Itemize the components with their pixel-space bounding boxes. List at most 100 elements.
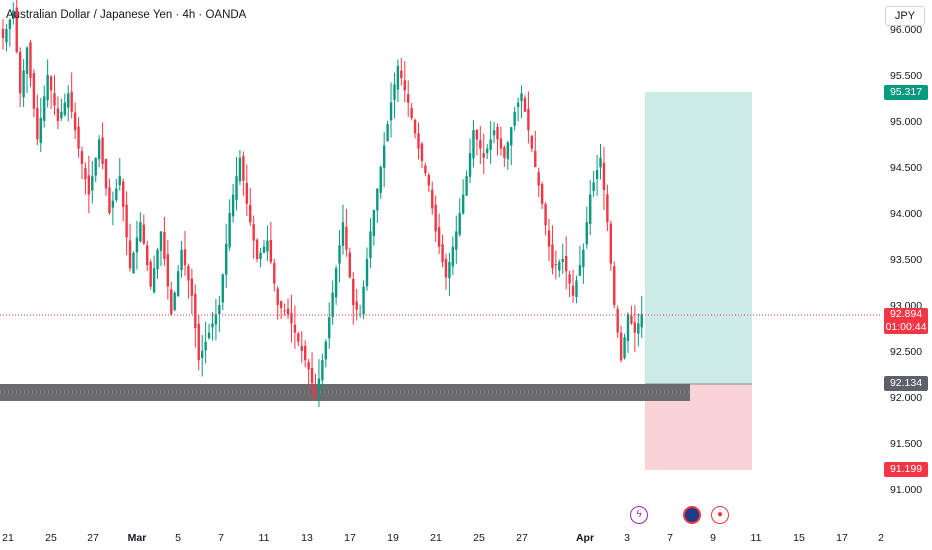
candle-body — [77, 126, 80, 149]
candle-body — [451, 246, 455, 267]
currency-selector[interactable]: JPY — [885, 6, 925, 26]
candle-body — [266, 240, 269, 252]
time-axis[interactable]: 21 25 27 Mar 5 7 11 13 17 19 21 25 27 Apr 3 7 9 11 15 17 2 — [2, 532, 884, 544]
candle-body — [211, 323, 214, 328]
candle-body — [537, 172, 540, 186]
candle-body — [170, 289, 173, 315]
candle-body — [166, 254, 170, 287]
candle-body — [568, 274, 571, 284]
candle-body — [18, 52, 22, 94]
candle-body — [506, 142, 509, 160]
candle-body — [434, 204, 437, 232]
candle-body — [328, 317, 331, 339]
candle-body — [104, 158, 108, 189]
candle-body — [132, 252, 135, 274]
time-tick-label: 11 — [751, 532, 762, 544]
price-tick-label: 96.000 — [890, 24, 922, 36]
time-tick-label: Mar — [128, 532, 147, 544]
candle-body — [441, 244, 444, 263]
candle-body — [575, 280, 578, 298]
candle-body — [22, 70, 25, 98]
candle-body — [283, 310, 286, 312]
candle-body — [5, 29, 8, 43]
candle-body — [135, 237, 139, 253]
candle-body — [372, 209, 376, 236]
candle-body — [228, 213, 231, 248]
candle-body — [626, 314, 630, 341]
price-tick-label: 95.000 — [890, 116, 922, 128]
candle-body — [403, 80, 406, 91]
candle-body — [156, 249, 159, 270]
candle-body — [218, 305, 221, 315]
candle-body — [606, 194, 609, 223]
time-tick-label: 9 — [710, 532, 716, 544]
candle-body — [516, 102, 520, 107]
candle-body — [1, 29, 5, 39]
candle-body — [324, 341, 327, 360]
time-tick-label: 19 — [387, 532, 399, 544]
candle-body — [341, 222, 345, 246]
candle-body — [413, 119, 417, 134]
current-price-tag: 92.894 01:00:44 — [884, 308, 928, 334]
candle-body — [444, 258, 448, 278]
price-tick-label: 92.000 — [890, 392, 922, 404]
candle-body — [547, 230, 551, 247]
candle-body — [297, 333, 300, 342]
record-icon[interactable]: ● — [711, 506, 729, 524]
candle-body — [561, 259, 564, 263]
candle-body — [84, 167, 87, 180]
candle-body — [640, 314, 643, 328]
candle-body — [252, 223, 255, 241]
price-tick-label: 94.500 — [890, 162, 922, 174]
candle-body — [249, 204, 252, 223]
candle-body — [554, 263, 558, 266]
candle-body — [121, 181, 125, 207]
candle-body — [53, 93, 56, 106]
candle-body — [382, 145, 386, 168]
candle-body — [369, 231, 372, 259]
candle-body — [520, 93, 523, 102]
candle-body — [396, 65, 400, 90]
candle-body — [80, 151, 84, 164]
candle-body — [221, 274, 224, 303]
time-tick-label: 17 — [344, 532, 356, 544]
candle-body — [108, 187, 111, 213]
candle-body — [475, 129, 479, 140]
candle-body — [314, 385, 317, 397]
time-tick-label: Apr — [576, 532, 594, 544]
entry-price-tag: 92.134 — [884, 376, 928, 391]
candle-body — [564, 256, 568, 272]
price-tick-label: 92.500 — [890, 346, 922, 358]
candle-body — [317, 378, 321, 395]
candle-body — [595, 170, 599, 179]
candle-body — [623, 337, 626, 359]
candle-body — [619, 332, 623, 361]
candle-body — [225, 243, 228, 275]
candle-body — [465, 176, 468, 196]
candle-body — [118, 176, 121, 186]
candle-body — [303, 345, 307, 361]
candle-body — [149, 261, 152, 287]
candle-body — [489, 139, 492, 150]
candle-body — [214, 314, 218, 325]
time-tick-label: 15 — [793, 532, 805, 544]
candle-body — [455, 231, 458, 250]
candle-body — [300, 345, 303, 351]
candle-body — [15, 7, 18, 52]
lightning-icon[interactable]: ϟ — [630, 506, 648, 524]
candle-body — [63, 102, 67, 115]
flag-au-icon[interactable] — [683, 506, 701, 524]
candle-body — [496, 126, 499, 140]
candle-body — [613, 266, 616, 305]
candle-body — [245, 182, 249, 204]
candle-body — [389, 102, 393, 121]
candle-body — [279, 301, 283, 309]
candle-body — [616, 308, 619, 333]
candle-body — [461, 194, 465, 214]
candle-body — [352, 279, 355, 305]
candle-body — [43, 96, 46, 121]
candle-body — [307, 362, 310, 370]
time-tick-label: 3 — [624, 532, 630, 544]
candle-body — [183, 249, 187, 266]
